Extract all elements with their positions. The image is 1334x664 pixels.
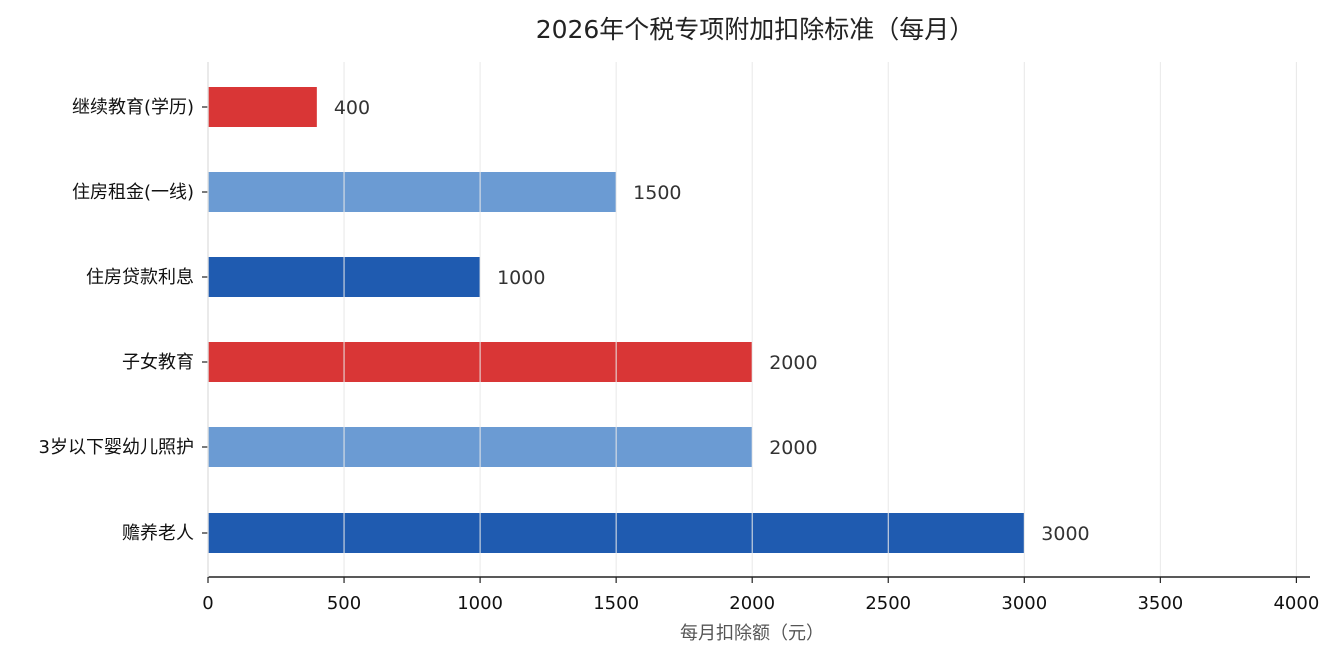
grid-layer xyxy=(343,62,1297,577)
value-label-layer: 400 1500 1000 2000 2000 3000 xyxy=(334,97,1090,545)
category-label: 赡养老人 xyxy=(122,523,194,544)
value-label: 1000 xyxy=(497,267,545,289)
x-tick-label: 2500 xyxy=(865,593,911,614)
value-label: 400 xyxy=(334,97,370,119)
bar xyxy=(208,172,617,212)
x-axis: 0 500 1000 1500 2000 2500 3000 3500 4000 xyxy=(202,62,1319,614)
x-tick-label: 500 xyxy=(327,593,361,614)
x-tick-label: 3000 xyxy=(1001,593,1047,614)
category-label: 住房贷款利息 xyxy=(86,267,194,288)
chart-title: 2026年个税专项附加扣除标准（每月） xyxy=(536,15,975,44)
value-label: 3000 xyxy=(1041,523,1089,545)
x-tick-label: 1500 xyxy=(593,593,639,614)
category-label: 住房租金(一线) xyxy=(72,182,194,203)
x-tick-label: 4000 xyxy=(1273,593,1319,614)
bar xyxy=(208,87,317,127)
category-label: 3岁以下婴幼儿照护 xyxy=(39,437,194,458)
x-axis-title: 每月扣除额（元） xyxy=(680,623,824,644)
value-label: 1500 xyxy=(633,182,681,204)
x-tick-label: 0 xyxy=(202,593,213,614)
category-label: 继续教育(学历) xyxy=(72,97,194,118)
x-tick-label: 1000 xyxy=(457,593,503,614)
value-label: 2000 xyxy=(769,437,817,459)
value-label: 2000 xyxy=(769,352,817,374)
x-tick-label: 2000 xyxy=(729,593,775,614)
category-label: 子女教育 xyxy=(122,352,194,373)
x-tick-label: 3500 xyxy=(1137,593,1183,614)
